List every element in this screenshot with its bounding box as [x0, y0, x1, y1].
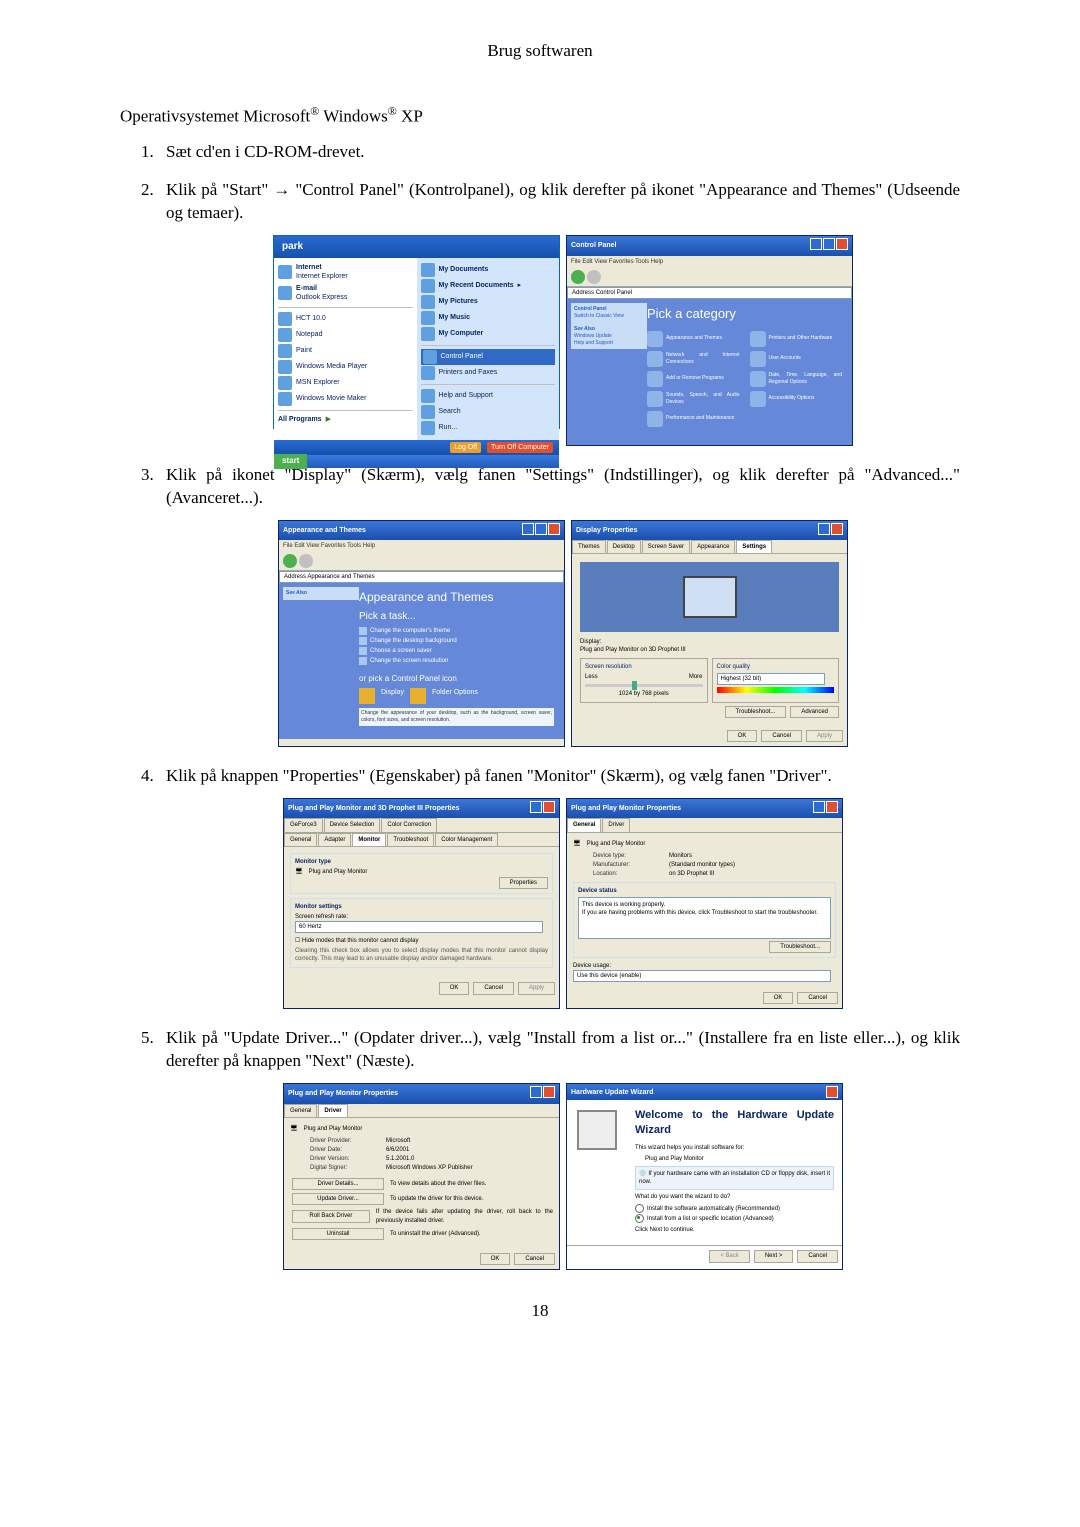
next-button[interactable]: Next > — [754, 1250, 794, 1262]
fwd-icon[interactable] — [587, 270, 601, 284]
wizard-icon — [577, 1110, 617, 1150]
wiz-cancel-button[interactable]: Cancel — [797, 1250, 838, 1262]
page-number: 18 — [120, 1300, 960, 1323]
start-user: park — [274, 236, 559, 258]
hardware-update-wizard-screenshot: Hardware Update Wizard Welcome to the Ha… — [566, 1083, 843, 1270]
back-icon[interactable] — [571, 270, 585, 284]
appearance-themes-screenshot: Appearance and Themes File Edit View Fav… — [278, 520, 565, 747]
troubleshoot-button[interactable]: Troubleshoot... — [725, 706, 787, 718]
control-panel-screenshot: Control Panel File Edit View Favorites T… — [566, 235, 853, 446]
step-3: Klik på ikonet "Display" (Skærm), vælg f… — [158, 464, 960, 747]
step-5: Klik på "Update Driver..." (Opdater driv… — [158, 1027, 960, 1269]
mail-icon — [278, 286, 292, 300]
start-menu-screenshot: park InternetInternet Explorer E-mailOut… — [273, 235, 560, 429]
advanced-button[interactable]: Advanced — [790, 706, 839, 718]
step-2: Klik på "Start" → "Control Panel" (Kontr… — [158, 179, 960, 446]
monitor-properties-general-screenshot: Plug and Play Monitor Properties General… — [566, 798, 843, 1009]
ok-button[interactable]: OK — [727, 730, 758, 742]
uninstall-button[interactable]: Uninstall — [292, 1228, 384, 1240]
folder-options-icon[interactable] — [410, 688, 426, 704]
steps-list: Sæt cd'en i CD-ROM-drevet. Klik på "Star… — [120, 141, 960, 1270]
pick-category: Pick a category — [647, 305, 842, 323]
ie-icon — [278, 265, 292, 279]
back-button[interactable]: < Back — [709, 1250, 750, 1262]
monitor-properties-driver-screenshot: Plug and Play Monitor Properties General… — [283, 1083, 560, 1270]
page-header: Brug softwaren — [120, 40, 960, 63]
turnoff-button[interactable]: Turn Off Computer — [487, 442, 553, 453]
display-properties-screenshot: Display Properties Themes Desktop Screen… — [571, 520, 848, 747]
display-icon[interactable] — [359, 688, 375, 704]
step-4: Klik på knappen "Properties" (Egenskaber… — [158, 765, 960, 1009]
cancel-button[interactable]: Cancel — [761, 730, 802, 742]
monitor-3d-properties-screenshot: Plug and Play Monitor and 3D Prophet III… — [283, 798, 560, 1009]
apply-button[interactable]: Apply — [806, 730, 843, 742]
update-driver-button[interactable]: Update Driver... — [292, 1193, 384, 1205]
driver-details-button[interactable]: Driver Details... — [292, 1178, 384, 1190]
logoff-button[interactable]: Log Off — [450, 442, 481, 453]
rollback-driver-button[interactable]: Roll Back Driver — [292, 1210, 370, 1222]
properties-button[interactable]: Properties — [499, 877, 548, 889]
step-1: Sæt cd'en i CD-ROM-drevet. — [158, 141, 960, 164]
os-line: Operativsystemet Microsoft® Windows® XP — [120, 103, 960, 129]
